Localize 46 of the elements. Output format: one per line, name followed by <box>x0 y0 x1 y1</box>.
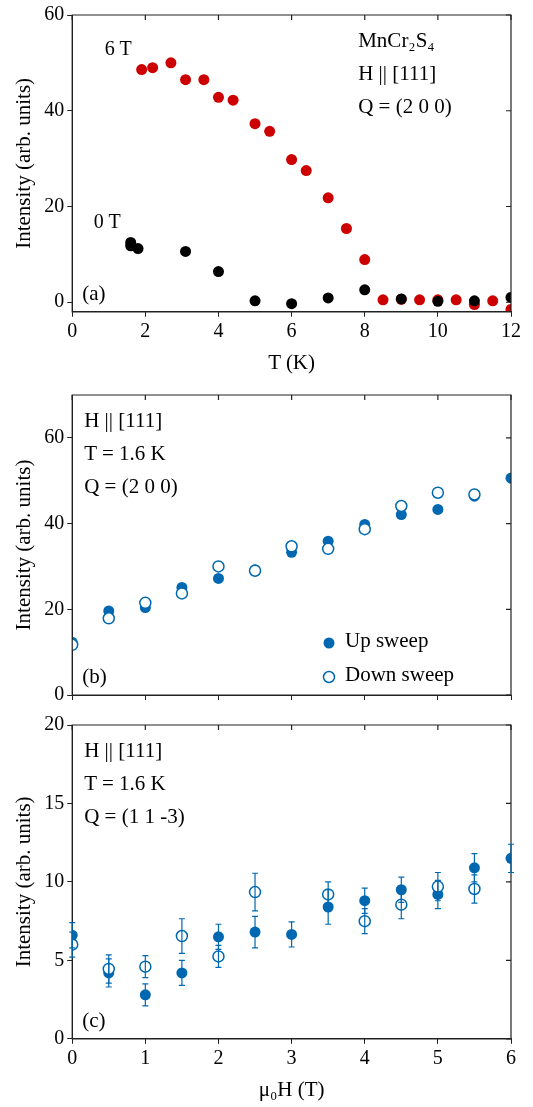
y-tick-label: 20 <box>44 712 65 735</box>
annotation: Q = (1 1 -3) <box>84 804 185 828</box>
series-label: 0 T <box>93 209 121 232</box>
y-tick-label: 0 <box>54 289 65 312</box>
annotation: (b) <box>82 664 107 688</box>
annotation: H || [111] <box>84 408 163 432</box>
annotation: T = 1.6 K <box>84 771 166 795</box>
legend-label: Up sweep <box>345 627 429 652</box>
x-tick-label: 5 <box>432 1046 443 1069</box>
legend-label: Down sweep <box>345 661 455 686</box>
annotation: (a) <box>82 280 106 305</box>
x-tick-label: 2 <box>213 1046 224 1069</box>
x-tick-label: 6 <box>506 1046 516 1069</box>
annotation: MnCr₂S₄ <box>358 28 435 52</box>
y-tick-label: 40 <box>44 510 65 533</box>
x-tick-label: 4 <box>359 1046 370 1069</box>
y-tick-label: 60 <box>44 2 65 25</box>
annotation: H || [111] <box>358 61 437 85</box>
x-tick-label: 3 <box>286 1046 297 1069</box>
series-label: 6 T <box>104 36 132 59</box>
annotation: Q = (2 0 0) <box>84 474 178 498</box>
y-tick-label: 15 <box>44 790 65 813</box>
y-axis-title: Intensity (arb. units) <box>11 77 36 249</box>
y-tick-label: 20 <box>44 193 65 216</box>
x-tick-label: 2 <box>140 319 151 342</box>
annotation: H || [111] <box>84 738 163 762</box>
annotation: Q = (2 0 0) <box>358 94 452 118</box>
y-tick-label: 0 <box>54 682 65 705</box>
y-tick-label: 0 <box>54 1026 65 1049</box>
y-tick-label: 5 <box>54 947 65 970</box>
x-tick-label: 6 <box>286 319 297 342</box>
y-tick-label: 60 <box>44 425 65 448</box>
x-tick-label: 10 <box>427 319 448 342</box>
y-tick-label: 40 <box>44 97 65 120</box>
y-tick-label: 10 <box>44 869 65 892</box>
annotation: (c) <box>82 1007 106 1032</box>
y-axis-title: Intensity (arb. units) <box>11 796 36 968</box>
annotation: T = 1.6 K <box>84 441 166 465</box>
x-tick-label: 12 <box>501 319 521 342</box>
y-axis-title: Intensity (arb. units) <box>11 459 36 631</box>
x-tick-label: 1 <box>140 1046 151 1069</box>
x-axis-title: μ₀H (T) <box>258 1076 325 1101</box>
y-tick-label: 20 <box>44 596 65 619</box>
x-tick-label: 4 <box>213 319 224 342</box>
x-tick-label: 8 <box>359 319 370 342</box>
x-axis-title: T (K) <box>268 349 316 374</box>
